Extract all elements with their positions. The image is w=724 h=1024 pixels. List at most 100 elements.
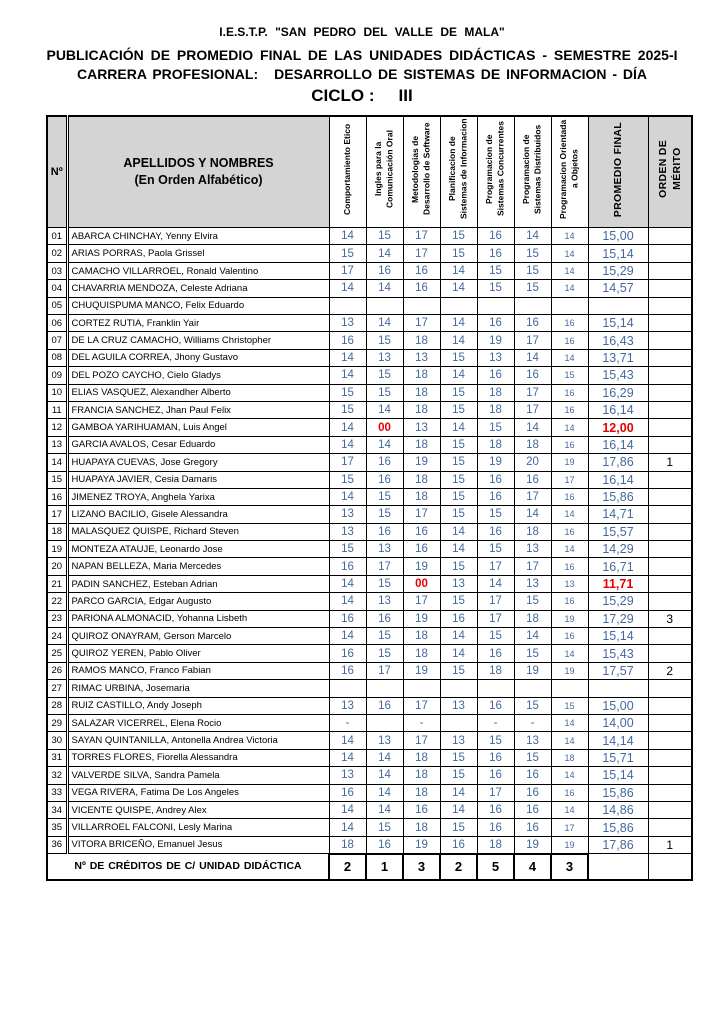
grade-cell: 14	[439, 279, 478, 298]
grade-cell: 18	[402, 366, 441, 385]
table-row: 06 CORTEZ RUTIA, Franklin Yair 13 14 17 14 16 1…	[46, 313, 693, 333]
grade-cell: 18	[476, 835, 515, 855]
grade-cell: 15	[439, 227, 478, 246]
row-number: 18	[46, 522, 69, 542]
grade-cell	[402, 296, 441, 315]
grade-cell: 18	[476, 400, 515, 420]
merito-cell	[647, 296, 693, 315]
grade-cell: 15	[476, 627, 515, 646]
row-number: 02	[46, 244, 69, 263]
credit-cell: 1	[365, 852, 404, 881]
row-number: 25	[46, 644, 69, 663]
row-number: 08	[46, 348, 69, 368]
table-row: 21 PADIN SANCHEZ, Esteban Adrian 14 15 00 13 1…	[46, 574, 693, 594]
merito-cell	[647, 731, 693, 750]
grade-cell: 14	[328, 818, 367, 837]
merito-cell	[647, 644, 693, 663]
grade-cell: 14	[365, 244, 404, 263]
promedio-cell: 17,86	[587, 453, 649, 472]
grade-cell: 17	[550, 470, 589, 489]
student-name: QUIROZ YEREN, Pablo Oliver	[66, 644, 330, 663]
grade-cell: 18	[402, 627, 441, 646]
promedio-cell: 15,86	[587, 487, 649, 507]
row-number: 19	[46, 540, 69, 559]
grade-cell: 13	[476, 348, 515, 368]
grade-cell: 15	[365, 644, 404, 663]
grade-cell	[550, 296, 589, 315]
promedio-cell: 12,00	[587, 418, 649, 437]
grade-cell: 17	[365, 557, 404, 576]
table-row: 19 MONTEZA ATAUJE, Leonardo Jose 15 13 16 14 1…	[46, 540, 693, 559]
student-name: RIMAC URBINA, Josemaria	[66, 679, 330, 698]
grade-cell: 15	[365, 366, 404, 385]
names-header-line2: (En Orden Alfabético)	[134, 172, 263, 187]
grade-cell: 17	[328, 453, 367, 472]
row-number: 30	[46, 731, 69, 750]
grade-cell: -	[402, 713, 441, 733]
table-row: 35 VILLARROEL FALCONI, Lesly Marina 14 15 18…	[46, 818, 693, 837]
grade-cell: 14	[439, 644, 478, 663]
document-header: I.E.S.T.P. "SAN PEDRO DEL VALLE DE MALA"…	[0, 0, 724, 106]
grade-cell: -	[328, 713, 367, 733]
table-row: 20 NAPAN BELLEZA, Maria Mercedes 16 17 19 15 1…	[46, 557, 693, 576]
grade-cell: 13	[328, 505, 367, 524]
grade-cell: 17	[365, 661, 404, 681]
grade-cell: 19	[402, 661, 441, 681]
grade-cell: -	[513, 713, 552, 733]
student-name: CHUQUISPUMA MANCO, Felix Eduardo	[66, 296, 330, 315]
table-row: 25 QUIROZ YEREN, Pablo Oliver 16 15 18 14 16 15…	[46, 644, 693, 663]
col-header-course-2: Ingles para la Comunicación Oral	[365, 115, 404, 229]
promedio-cell: 17,86	[587, 835, 649, 855]
grade-cell: 14	[550, 800, 589, 820]
row-number: 16	[46, 487, 69, 507]
grade-cell: 18	[402, 383, 441, 402]
table-row: 30 SAYAN QUINTANILLA, Antonella Andrea Vi…	[46, 731, 693, 750]
table-row: 04 CHAVARRIA MENDOZA, Celeste Adriana 14 14…	[46, 279, 693, 298]
grade-cell: 14	[328, 418, 367, 437]
grade-cell: 16	[476, 644, 515, 663]
student-name: VITORA BRICEÑO, Emanuel Jesus	[66, 835, 330, 855]
student-name: RUIZ CASTILLO, Andy Joseph	[66, 696, 330, 715]
grade-cell: 15	[513, 644, 552, 663]
merito-cell	[647, 574, 693, 594]
col-header-course-1: Comportamiento Etico	[328, 115, 367, 229]
student-name: ARIAS PORRAS, Paola Grissel	[66, 244, 330, 263]
grade-cell	[365, 296, 404, 315]
grade-cell: 15	[550, 696, 589, 715]
course-header-label: Ingles para la Comunicación Oral	[373, 130, 395, 209]
career-line: CARRERA PROFESIONAL: DESARROLLO DE SISTEM…	[0, 66, 724, 82]
table-row: 14 HUAPAYA CUEVAS, Jose Gregory 17 16 19 15 19…	[46, 453, 693, 472]
promedio-cell: 15,29	[587, 592, 649, 611]
grade-cell: 13	[402, 348, 441, 368]
promedio-cell: 16,71	[587, 557, 649, 576]
grade-cell	[476, 679, 515, 698]
promedio-cell: 15,14	[587, 627, 649, 646]
course-header-label: Programacion de Sistemas Distribuidos	[521, 124, 543, 214]
merito-cell: 2	[647, 661, 693, 681]
student-name: PARIONA ALMONACID, Yohanna Lisbeth	[66, 609, 330, 629]
merito-cell: 3	[647, 609, 693, 629]
grade-cell: 14	[550, 279, 589, 298]
grade-cell	[513, 296, 552, 315]
promedio-cell: 15,14	[587, 313, 649, 333]
grade-cell: 14	[513, 627, 552, 646]
promedio-header-label: PROMEDIO FINAL	[611, 121, 624, 217]
promedio-cell	[587, 296, 649, 315]
student-name: LIZANO BACILIO, Gisele Alessandra	[66, 505, 330, 524]
grade-cell	[513, 679, 552, 698]
course-header-label: Programacion Orientada a Objetos	[558, 119, 580, 219]
row-number: 33	[46, 783, 69, 802]
grade-cell: 17	[402, 731, 441, 750]
table-row: 01 ABARCA CHINCHAY, Yenny Elvira 14 15 17 15 1…	[46, 227, 693, 246]
grade-cell: 16	[513, 783, 552, 802]
grade-cell: 18	[402, 766, 441, 785]
course-header-label: Comportamiento Etico	[341, 123, 352, 215]
grade-cell: 15	[439, 557, 478, 576]
grade-cell: 16	[365, 522, 404, 542]
row-number: 13	[46, 435, 69, 455]
table-row: 07 DE LA CRUZ CAMACHO, Williams Christoph…	[46, 331, 693, 350]
grade-cell: 17	[402, 505, 441, 524]
grade-cell: 16	[402, 800, 441, 820]
merito-cell	[647, 783, 693, 802]
